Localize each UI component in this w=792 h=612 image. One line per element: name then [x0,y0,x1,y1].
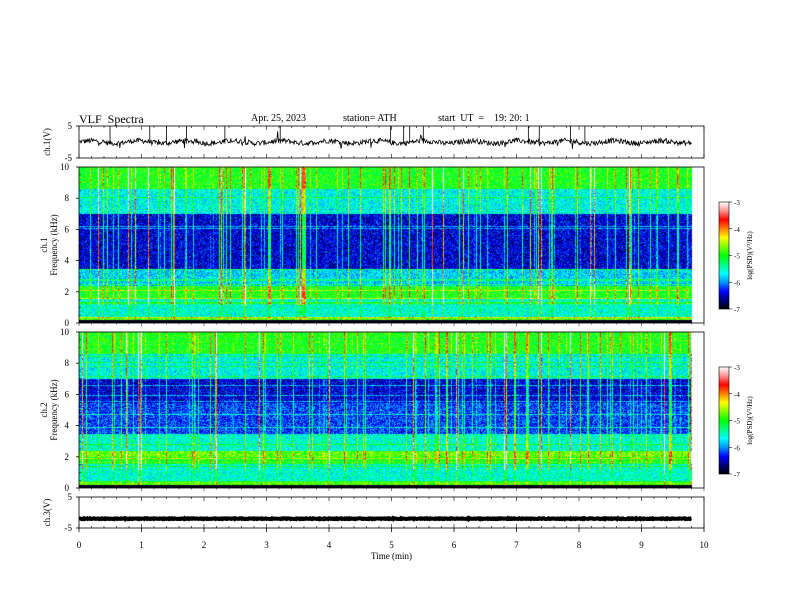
xtick-label-9: 9 [639,540,644,550]
panel-frame-ch3-waveform [78,496,705,529]
spectrogram-image-ch2-spectrogram [79,332,704,488]
colorbar-tick-label-ch1-spectrogram-2: -5 [734,253,740,261]
ytick-label-ch1-spectrogram-3: 6 [65,224,70,234]
colorbar-ch1-spectrogram [718,201,730,310]
start-time-label: start UT = 19: 20: 1 [438,113,530,124]
ylabel-line2-ch1-spectrogram: Frequency (kHz) [49,214,59,275]
colorbar-tick-label-ch2-spectrogram-4: -7 [734,471,740,479]
figure-title: VLF Spectra [79,112,144,126]
ytick-label-ch2-spectrogram-2: 4 [65,421,70,431]
colorbar-tick-label-ch1-spectrogram-1: -4 [734,226,740,234]
ytick-label-ch1-spectrogram-2: 4 [65,256,70,266]
xtick-label-3: 3 [264,540,269,550]
xtick-label-8: 8 [577,540,582,550]
ylabel-line1-ch1-spectrogram: ch.1 [39,237,49,252]
colorbar-tick-label-ch2-spectrogram-1: -4 [734,391,740,399]
colorbar-tick-label-ch1-spectrogram-4: -7 [734,306,740,314]
colorbar-label-ch1-spectrogram: log(PSD)(V²/Hz) [746,231,754,280]
ylabel-line1-ch2-spectrogram: ch.2 [39,402,49,417]
xtick-label-6: 6 [452,540,457,550]
ylabel-ch3-waveform: ch.3(V) [42,499,52,527]
xtick-label-10: 10 [700,540,710,550]
ylabel-line2-ch2-spectrogram: Frequency (kHz) [49,379,59,440]
colorbar-label-ch2-spectrogram: log(PSD)(V²/Hz) [746,396,754,445]
spectrogram-image-ch1-spectrogram [79,167,704,323]
panel-frame-ch1-waveform [78,125,705,159]
ytick-label-ch1-waveform-1: -5 [65,153,73,163]
ytick-label-ch2-spectrogram-5: 10 [60,327,70,337]
colorbar-tick-label-ch2-spectrogram-2: -5 [734,418,740,426]
colorbar-tick-label-ch1-spectrogram-3: -6 [734,279,740,287]
xtick-label-5: 5 [389,540,394,550]
colorbar-ch2-spectrogram [718,366,730,475]
date-label: Apr. 25, 2023 [251,113,306,124]
xtick-label-7: 7 [514,540,519,550]
ytick-label-ch3-waveform-1: -5 [65,523,73,533]
colorbar-tick-label-ch1-spectrogram-0: -3 [734,199,740,207]
xtick-label-1: 1 [139,540,144,550]
ytick-label-ch2-spectrogram-4: 8 [65,358,70,368]
ylabel-ch1-waveform: ch.1(V) [42,128,52,156]
trace-ch3-waveform [79,515,693,523]
ytick-label-ch2-spectrogram-1: 2 [65,452,70,462]
ytick-label-ch2-spectrogram-0: 0 [65,483,70,493]
x-axis-label: Time (min) [371,551,412,561]
trace-ch1-waveform [79,131,692,149]
xtick-label-2: 2 [202,540,207,550]
ytick-label-ch3-waveform-0: 5 [68,492,73,502]
ytick-label-ch1-spectrogram-0: 0 [65,318,70,328]
colorbar-tick-label-ch2-spectrogram-3: -6 [734,444,740,452]
ytick-label-ch2-spectrogram-3: 6 [65,389,70,399]
colorbar-tick-label-ch2-spectrogram-0: -3 [734,364,740,372]
ytick-label-ch1-spectrogram-5: 10 [60,162,70,172]
ytick-label-ch1-waveform-0: 5 [68,121,73,131]
station-label: station= ATH [343,113,397,124]
ytick-label-ch1-spectrogram-1: 2 [65,287,70,297]
xtick-label-0: 0 [77,540,82,550]
ytick-label-ch1-spectrogram-4: 8 [65,193,70,203]
xtick-label-4: 4 [327,540,332,550]
